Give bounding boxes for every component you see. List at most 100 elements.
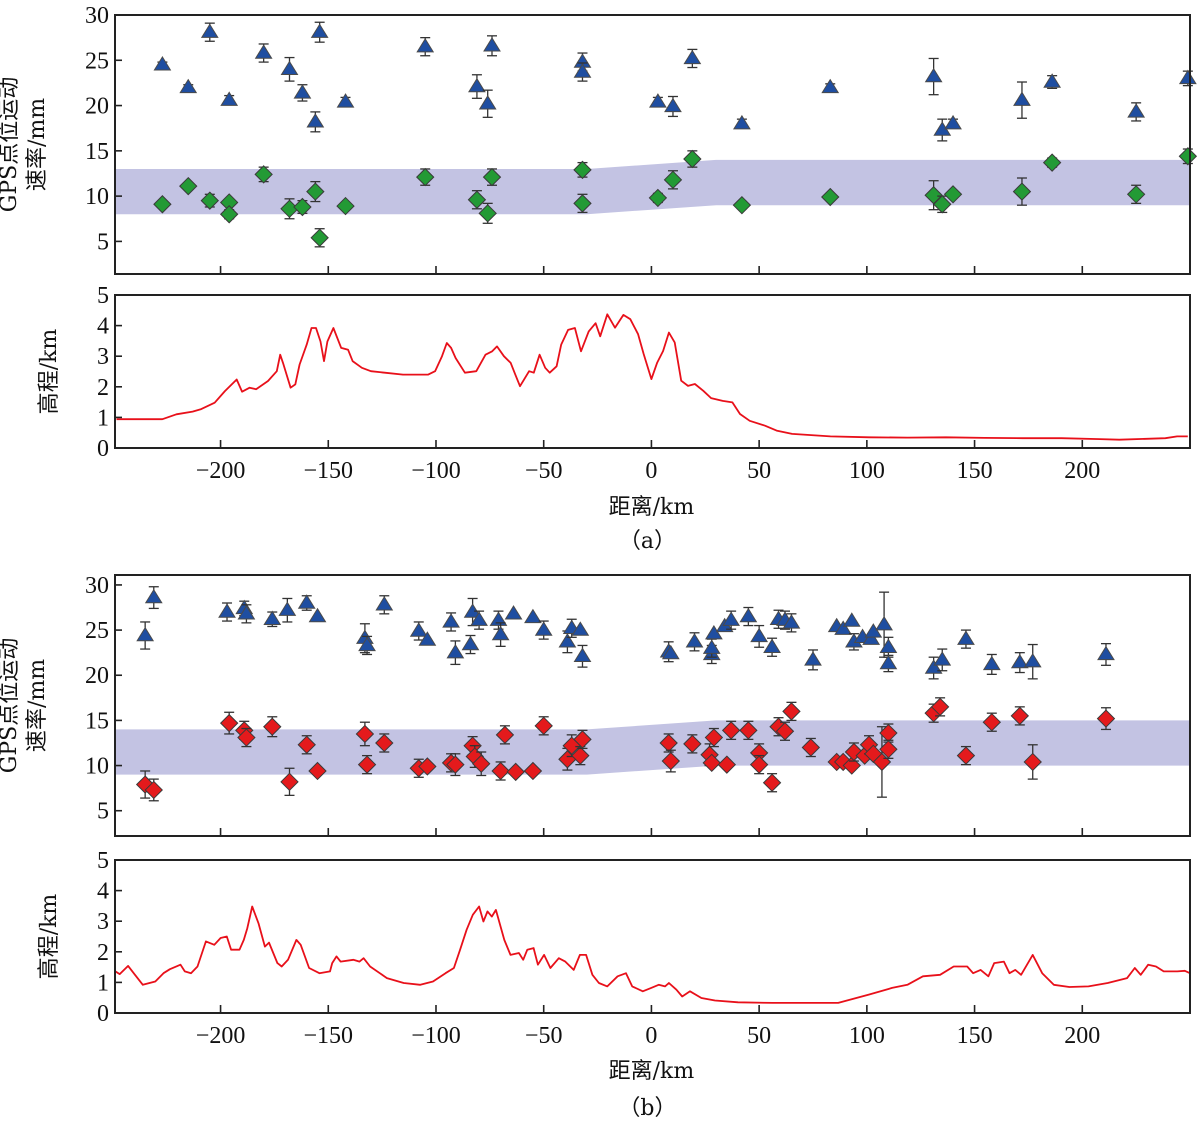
elevation xyxy=(116,313,1188,441)
triangle-marker xyxy=(442,613,460,628)
triangle-marker xyxy=(336,93,355,108)
diamond-marker xyxy=(683,149,702,169)
diamond-point xyxy=(683,149,702,169)
triangle-point xyxy=(308,607,327,623)
y-axis-label: 高程/km xyxy=(37,329,62,415)
y-tick-label: 2 xyxy=(97,940,109,966)
diamond-marker xyxy=(1010,706,1030,726)
triangle-point xyxy=(491,622,510,647)
diamond-marker xyxy=(467,190,487,209)
diamond-point xyxy=(930,697,950,717)
triangle-point xyxy=(821,78,840,94)
diamond-point xyxy=(648,188,668,208)
diamond-marker xyxy=(1042,153,1062,172)
triangle-point xyxy=(524,608,542,624)
x-tick-label: 200 xyxy=(1064,458,1100,484)
triangle-marker xyxy=(218,603,236,618)
diamond-point xyxy=(1010,706,1030,726)
triangle-marker xyxy=(944,114,962,130)
y-tick-label: 30 xyxy=(85,573,109,599)
x-tick-label: −150 xyxy=(304,1023,354,1049)
triangle-marker xyxy=(821,78,840,94)
diamond-point xyxy=(775,721,795,741)
diamond-point xyxy=(153,195,172,214)
triangle-point xyxy=(483,35,501,57)
triangle-marker xyxy=(957,630,975,645)
triangle-point xyxy=(1127,102,1146,122)
triangle-point xyxy=(924,656,943,680)
triangle-marker xyxy=(862,630,881,645)
triangle-point xyxy=(733,114,751,130)
triangle-marker xyxy=(308,607,327,623)
diamond-marker xyxy=(782,702,801,721)
diamond-marker xyxy=(495,725,515,745)
triangle-point xyxy=(218,602,236,622)
x-tick-label: −50 xyxy=(525,1023,563,1049)
triangle-point xyxy=(254,43,273,63)
triangle-marker xyxy=(468,77,486,93)
triangle-point xyxy=(661,644,680,660)
diamond-point xyxy=(933,195,952,214)
diamond-point xyxy=(704,727,724,748)
diamond-point xyxy=(237,727,256,748)
y-tick-label: 3 xyxy=(97,909,109,935)
x-tick-label: 200 xyxy=(1064,1023,1100,1049)
diamond-point xyxy=(416,167,435,187)
triangle-point xyxy=(1043,73,1062,90)
diamond-point xyxy=(491,761,510,781)
x-axis-label: 距离/km xyxy=(609,1059,695,1084)
diamond-point xyxy=(357,754,377,775)
triangle-point xyxy=(944,114,962,130)
triangle-point xyxy=(957,629,975,649)
y-axis-label: GPS点位运动 xyxy=(0,638,22,773)
diamond-point xyxy=(571,745,590,766)
y-tick-label: 0 xyxy=(97,1001,109,1027)
diamond-point xyxy=(446,753,465,777)
triangle-point xyxy=(297,594,316,611)
triangle-marker xyxy=(750,627,769,643)
diamond-marker xyxy=(775,722,795,741)
diamond-marker xyxy=(982,713,1002,732)
diamond-marker xyxy=(523,761,543,781)
diamond-series xyxy=(135,697,1116,802)
diamond-point xyxy=(749,743,769,763)
diamond-point xyxy=(573,729,592,750)
diamond-point xyxy=(1012,177,1032,206)
triangle-point xyxy=(782,613,801,633)
triangle-marker xyxy=(1010,653,1029,669)
panel-b: 5 10 15 20 25 30 GPS点位运动 速率/mm 0 1 2 3 4 5 高程/km −200 −1… xyxy=(0,573,1191,1121)
triangle-marker xyxy=(489,611,508,626)
triangle-point xyxy=(1013,81,1031,119)
triangle-marker xyxy=(722,611,741,626)
diamond-marker xyxy=(933,195,952,214)
y-tick-label: 20 xyxy=(85,94,109,120)
x-tick-label: −50 xyxy=(525,458,563,484)
triangle-marker xyxy=(280,60,299,76)
diamond-point xyxy=(308,761,327,781)
diamond-point xyxy=(702,753,721,773)
triangle-marker xyxy=(924,659,943,674)
triangle-marker xyxy=(782,614,801,629)
x-tick-label: 0 xyxy=(645,1023,657,1049)
diamond-marker xyxy=(200,191,219,210)
diamond-point xyxy=(506,762,525,782)
triangle-marker xyxy=(136,626,155,642)
triangle-point xyxy=(571,621,590,636)
triangle-marker xyxy=(924,67,943,83)
elevation-line xyxy=(115,905,1190,1004)
x-tick-label: 150 xyxy=(957,1023,993,1049)
x-tick-label: −100 xyxy=(411,458,461,484)
velocity-subplot: 5 10 15 20 25 30 GPS点位运动 速率/mm xyxy=(0,573,1191,837)
diamond-point xyxy=(297,735,316,755)
diamond-marker xyxy=(801,738,821,757)
diamond-point xyxy=(254,165,273,184)
triangle-point xyxy=(179,78,198,94)
diamond-marker xyxy=(1096,709,1116,728)
triangle-marker xyxy=(416,37,435,53)
diamond-marker xyxy=(534,716,553,736)
diamond-point xyxy=(144,778,163,802)
y-tick-label: 15 xyxy=(85,139,109,165)
triangle-marker xyxy=(763,638,781,653)
triangle-marker xyxy=(470,611,488,626)
y-axis-label: 速率/mm xyxy=(25,98,50,191)
